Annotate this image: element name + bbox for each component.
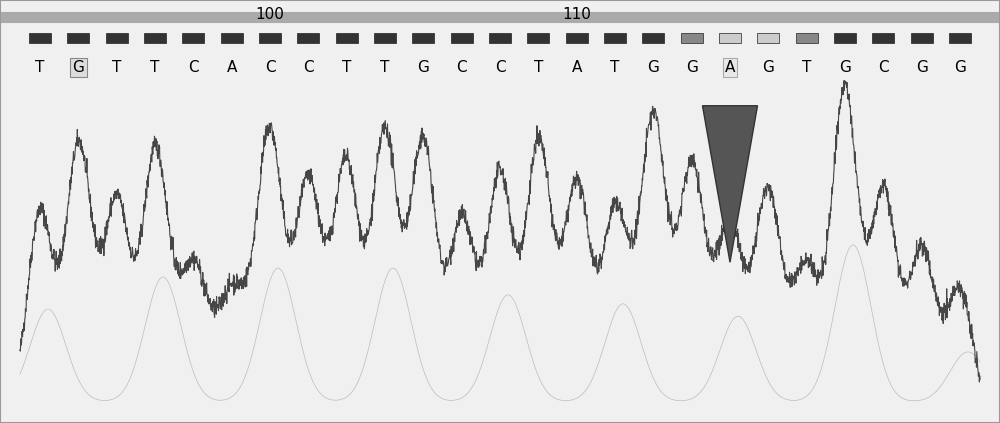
- FancyBboxPatch shape: [872, 33, 894, 43]
- FancyBboxPatch shape: [566, 33, 588, 43]
- Text: T: T: [610, 60, 620, 75]
- FancyBboxPatch shape: [681, 33, 703, 43]
- Text: C: C: [456, 60, 467, 75]
- FancyBboxPatch shape: [297, 33, 319, 43]
- Text: G: G: [954, 60, 966, 75]
- FancyBboxPatch shape: [106, 33, 128, 43]
- FancyBboxPatch shape: [719, 33, 741, 43]
- Text: 110: 110: [562, 7, 591, 22]
- Text: C: C: [878, 60, 889, 75]
- Text: C: C: [188, 60, 199, 75]
- FancyBboxPatch shape: [221, 33, 243, 43]
- Text: G: G: [72, 60, 84, 75]
- Text: T: T: [342, 60, 351, 75]
- Text: 100: 100: [256, 7, 284, 22]
- Text: C: C: [265, 60, 275, 75]
- Text: G: G: [686, 60, 698, 75]
- Text: T: T: [35, 60, 45, 75]
- Polygon shape: [702, 106, 758, 262]
- Text: T: T: [534, 60, 543, 75]
- Text: G: G: [417, 60, 429, 75]
- FancyBboxPatch shape: [527, 33, 549, 43]
- FancyBboxPatch shape: [489, 33, 511, 43]
- Text: A: A: [725, 60, 735, 75]
- FancyBboxPatch shape: [834, 33, 856, 43]
- FancyBboxPatch shape: [29, 33, 51, 43]
- Text: A: A: [226, 60, 237, 75]
- Text: C: C: [495, 60, 505, 75]
- Text: T: T: [802, 60, 811, 75]
- FancyBboxPatch shape: [412, 33, 434, 43]
- FancyBboxPatch shape: [67, 33, 89, 43]
- FancyBboxPatch shape: [604, 33, 626, 43]
- FancyBboxPatch shape: [451, 33, 473, 43]
- FancyBboxPatch shape: [796, 33, 818, 43]
- FancyBboxPatch shape: [642, 33, 664, 43]
- FancyBboxPatch shape: [374, 33, 396, 43]
- FancyBboxPatch shape: [757, 33, 779, 43]
- FancyBboxPatch shape: [949, 33, 971, 43]
- Text: G: G: [839, 60, 851, 75]
- FancyBboxPatch shape: [259, 33, 281, 43]
- Text: C: C: [303, 60, 314, 75]
- Text: G: G: [916, 60, 928, 75]
- Text: G: G: [762, 60, 774, 75]
- Text: A: A: [571, 60, 582, 75]
- FancyBboxPatch shape: [144, 33, 166, 43]
- FancyBboxPatch shape: [182, 33, 204, 43]
- Text: G: G: [647, 60, 659, 75]
- FancyBboxPatch shape: [911, 33, 933, 43]
- Text: T: T: [112, 60, 121, 75]
- Text: T: T: [380, 60, 390, 75]
- Text: T: T: [150, 60, 160, 75]
- FancyBboxPatch shape: [336, 33, 358, 43]
